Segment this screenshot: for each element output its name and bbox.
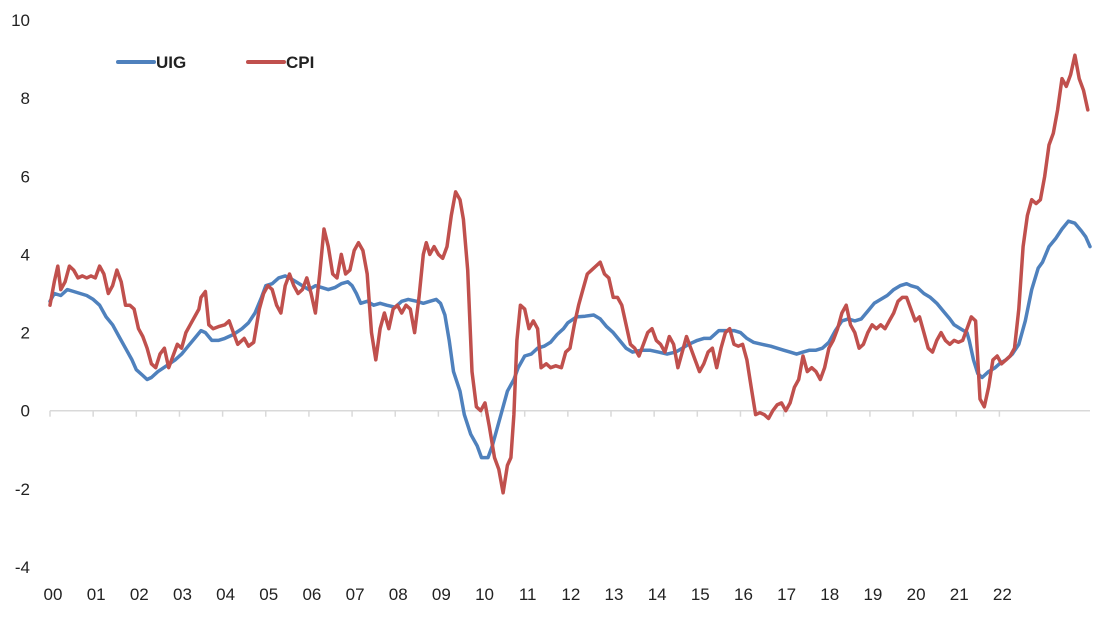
x-tick-label: 01 (87, 585, 106, 604)
x-tick-label: 14 (648, 585, 667, 604)
x-tick-label: 02 (130, 585, 149, 604)
legend-label-cpi: CPI (286, 53, 314, 72)
x-tick-label: 19 (863, 585, 882, 604)
x-tick-label: 13 (605, 585, 624, 604)
y-tick-label: 10 (11, 11, 30, 30)
y-tick-label: 6 (21, 167, 30, 186)
y-tick-label: 2 (21, 324, 30, 343)
chart-legend: UIG CPI (116, 53, 314, 72)
x-tick-label: 03 (173, 585, 192, 604)
x-tick-label: 20 (907, 585, 926, 604)
y-tick-label: -2 (15, 480, 30, 499)
x-tick-label: 22 (993, 585, 1012, 604)
series-layer (48, 53, 1092, 495)
x-tick-label: 11 (519, 585, 537, 604)
x-tick-label: 17 (777, 585, 796, 604)
y-tick-label: 0 (21, 402, 30, 421)
x-tick-label: 08 (389, 585, 408, 604)
series-line-uig (48, 219, 1092, 460)
x-tick-label: 18 (820, 585, 839, 604)
x-tick-label: 21 (950, 585, 969, 604)
x-tick-label: 00 (44, 585, 63, 604)
y-tick-label: -4 (15, 558, 30, 577)
x-tick-label: 05 (259, 585, 278, 604)
x-tick-label: 12 (561, 585, 580, 604)
x-tick-label: 04 (216, 585, 235, 604)
x-tick-label: 16 (734, 585, 753, 604)
x-tick-label: 06 (302, 585, 321, 604)
series-line-cpi (48, 53, 1090, 495)
x-tick-label: 15 (691, 585, 710, 604)
y-tick-label: 4 (21, 245, 30, 264)
x-tick-label: 10 (475, 585, 494, 604)
y-tick-label: 8 (21, 89, 30, 108)
x-tick-label: 07 (346, 585, 365, 604)
legend-label-uig: UIG (156, 53, 186, 72)
x-tick-label: 09 (432, 585, 451, 604)
